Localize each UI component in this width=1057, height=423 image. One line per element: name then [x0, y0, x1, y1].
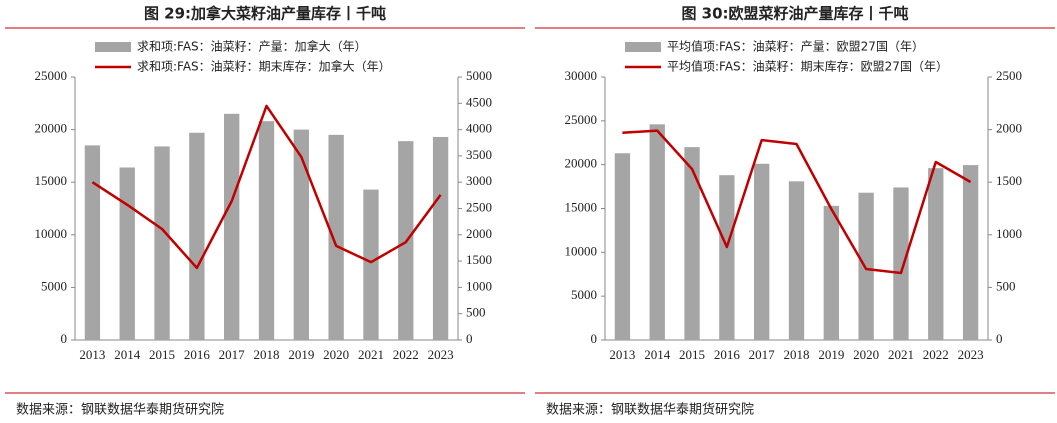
y-tick-label: 20000	[35, 121, 68, 136]
bar	[754, 163, 770, 340]
x-tick-label: 2019	[818, 347, 844, 362]
x-tick-label: 2021	[888, 347, 914, 362]
chart-title: 图 30:欧盟菜籽油产量库存丨千吨	[681, 5, 908, 23]
bar	[363, 189, 379, 340]
y-tick-label: 15000	[35, 173, 68, 188]
y2-tick-label: 3000	[466, 173, 492, 188]
chart-title: 图 29:加拿大菜籽油产量库存丨千吨	[144, 5, 386, 23]
x-tick-label: 2022	[923, 347, 949, 362]
x-tick-label: 2019	[288, 347, 314, 362]
x-tick-label: 2013	[79, 347, 105, 362]
y2-tick-label: 1000	[996, 226, 1022, 241]
x-tick-label: 2023	[428, 347, 454, 362]
y-tick-label: 0	[61, 331, 68, 346]
legend-swatch	[625, 42, 661, 52]
y2-tick-label: 2500	[996, 68, 1022, 83]
y2-tick-label: 0	[466, 331, 473, 346]
bar	[189, 132, 205, 340]
bar	[788, 181, 805, 340]
x-tick-label: 2016	[184, 347, 211, 362]
bar	[84, 145, 101, 340]
x-tick-label: 2023	[958, 347, 984, 362]
x-tick-label: 2017	[219, 347, 246, 362]
legend-label: 求和项:FAS：油菜籽：产量：加拿大（年）	[137, 39, 367, 54]
y-tick-label: 5000	[41, 278, 67, 293]
y-tick-label: 5000	[571, 287, 597, 302]
bar	[432, 136, 449, 340]
legend-label: 平均值项:FAS：油菜籽：产量：欧盟27国（年）	[667, 39, 924, 54]
bar	[684, 147, 700, 340]
y-tick-label: 25000	[565, 112, 598, 127]
source: 数据来源：钢联数据华泰期货研究院	[16, 402, 224, 418]
x-tick-label: 2015	[679, 347, 705, 362]
y2-tick-label: 2500	[466, 199, 492, 214]
bar	[823, 205, 839, 340]
y2-tick-label: 1000	[466, 278, 492, 293]
legend-swatch	[95, 42, 131, 52]
x-tick-label: 2018	[784, 347, 810, 362]
x-tick-label: 2014	[114, 347, 141, 362]
bar	[649, 124, 665, 340]
y-tick-label: 20000	[565, 156, 598, 171]
y2-tick-label: 4500	[466, 94, 492, 109]
y-tick-label: 30000	[565, 68, 598, 83]
bar	[328, 134, 344, 340]
y2-tick-label: 3500	[466, 147, 492, 162]
y2-tick-label: 500	[466, 305, 486, 320]
bar	[858, 192, 874, 340]
legend-label: 求和项:FAS：油菜籽：期末库存：加拿大（年）	[137, 59, 391, 74]
bar	[893, 187, 909, 340]
y2-tick-label: 2000	[996, 121, 1022, 136]
y2-tick-label: 1500	[996, 173, 1022, 188]
x-tick-label: 2022	[393, 347, 419, 362]
x-tick-label: 2016	[714, 347, 741, 362]
y-tick-label: 10000	[35, 226, 68, 241]
x-tick-label: 2017	[749, 347, 776, 362]
y2-tick-label: 5000	[466, 68, 492, 83]
y-tick-label: 0	[591, 331, 598, 346]
bar	[614, 153, 631, 340]
y-tick-label: 25000	[35, 68, 68, 83]
legend-label: 平均值项:FAS：油菜籽：期末库存：欧盟27国（年）	[667, 59, 948, 74]
y-tick-label: 15000	[565, 199, 598, 214]
x-tick-label: 2014	[644, 347, 671, 362]
bar	[119, 167, 135, 340]
bar	[719, 175, 735, 340]
line	[91, 104, 442, 270]
x-tick-label: 2015	[149, 347, 175, 362]
y2-tick-label: 500	[996, 278, 1016, 293]
bar	[154, 146, 170, 340]
y-tick-label: 10000	[565, 243, 598, 258]
bar	[962, 165, 979, 340]
source: 数据来源：钢联数据华泰期货研究院	[546, 402, 754, 418]
bar	[293, 129, 309, 340]
bar	[928, 168, 944, 340]
x-tick-label: 2013	[609, 347, 635, 362]
y2-tick-label: 1500	[466, 252, 492, 267]
line	[622, 129, 972, 275]
x-tick-label: 2018	[254, 347, 280, 362]
x-tick-label: 2020	[853, 347, 879, 362]
y2-tick-label: 4000	[466, 121, 492, 136]
y2-tick-label: 2000	[466, 226, 492, 241]
bar	[258, 121, 275, 341]
y2-tick-label: 0	[996, 331, 1003, 346]
x-tick-label: 2021	[358, 347, 384, 362]
bar	[224, 113, 240, 340]
x-tick-label: 2020	[323, 347, 349, 362]
